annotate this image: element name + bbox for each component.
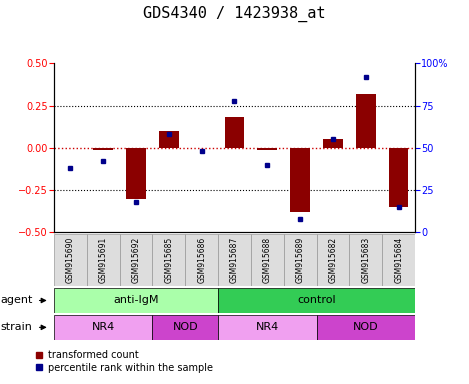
Text: GSM915689: GSM915689 [295, 237, 305, 283]
Bar [317, 234, 349, 286]
Bar [185, 234, 218, 286]
Text: GSM915685: GSM915685 [164, 237, 174, 283]
Bar [225, 118, 244, 148]
Bar [218, 315, 317, 340]
Bar [218, 288, 415, 313]
Bar [257, 148, 277, 149]
Text: strain: strain [0, 322, 32, 333]
Text: GSM915688: GSM915688 [263, 237, 272, 283]
Text: GSM915682: GSM915682 [328, 237, 338, 283]
Bar [356, 94, 376, 148]
Bar [126, 148, 146, 199]
Bar [317, 315, 415, 340]
Bar [87, 234, 120, 286]
Text: GSM915692: GSM915692 [131, 237, 141, 283]
Text: control: control [297, 295, 336, 306]
Text: GSM915690: GSM915690 [66, 237, 75, 283]
Bar [152, 315, 218, 340]
Bar [382, 234, 415, 286]
Bar [54, 315, 152, 340]
Text: GSM915687: GSM915687 [230, 237, 239, 283]
Legend: transformed count, percentile rank within the sample: transformed count, percentile rank withi… [35, 351, 213, 373]
Text: GSM915684: GSM915684 [394, 237, 403, 283]
Text: GSM915686: GSM915686 [197, 237, 206, 283]
Bar [290, 148, 310, 212]
Bar [284, 234, 317, 286]
Bar [54, 234, 87, 286]
Text: NR4: NR4 [91, 322, 115, 333]
Bar [93, 148, 113, 149]
Bar [152, 234, 185, 286]
Text: agent: agent [0, 295, 32, 306]
Bar [323, 139, 343, 148]
Bar [251, 234, 284, 286]
Bar [159, 131, 179, 148]
Text: NOD: NOD [173, 322, 198, 333]
Text: anti-IgM: anti-IgM [113, 295, 159, 306]
Bar [218, 234, 251, 286]
Text: GSM915683: GSM915683 [361, 237, 371, 283]
Bar [120, 234, 152, 286]
Bar [389, 148, 408, 207]
Text: NOD: NOD [353, 322, 378, 333]
Bar [349, 234, 382, 286]
Text: NR4: NR4 [256, 322, 279, 333]
Text: GDS4340 / 1423938_at: GDS4340 / 1423938_at [143, 6, 326, 22]
Text: GSM915691: GSM915691 [98, 237, 108, 283]
Bar [54, 288, 218, 313]
